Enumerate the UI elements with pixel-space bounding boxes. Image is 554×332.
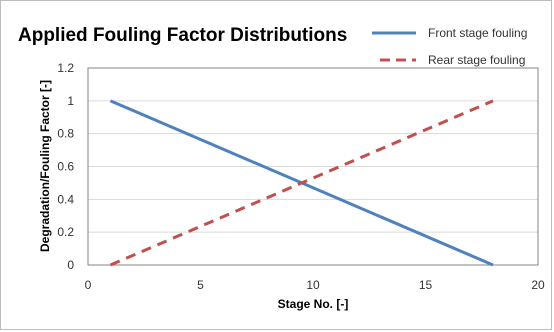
legend: Front stage fouling Rear stage fouling	[372, 26, 527, 67]
x-axis-label: Stage No. [-]	[278, 297, 349, 311]
y-axis-label: Degradation/Fouling Factor [-]	[38, 80, 52, 252]
y-axis-ticks: 0 0.2 0.4 0.6 0.8 1 1.2	[57, 61, 74, 272]
chart-title: Applied Fouling Factor Distributions	[18, 25, 347, 46]
y-tick-label: 0	[67, 258, 74, 272]
y-tick-label: 0.2	[57, 225, 74, 239]
plot-area-border	[87, 67, 539, 266]
legend-label-front: Front stage fouling	[428, 26, 527, 40]
series-line-rear-stage-fouling	[109, 99, 494, 267]
y-tick-label: 0.6	[57, 160, 74, 174]
gridlines	[88, 100, 538, 233]
x-tick-label: 15	[419, 278, 433, 292]
y-tick-label: 0.4	[57, 192, 74, 206]
y-tick-label: 1.2	[57, 61, 74, 75]
series-lines	[109, 99, 494, 267]
x-tick-label: 10	[306, 278, 320, 292]
x-tick-label: 0	[85, 278, 92, 292]
legend-label-rear: Rear stage fouling	[428, 53, 525, 67]
x-tick-label: 5	[197, 278, 204, 292]
y-tick-label: 0.8	[57, 127, 74, 141]
y-tick-label: 1	[67, 94, 74, 108]
x-axis-ticks: 0 5 10 15 20	[85, 278, 545, 292]
x-tick-label: 20	[531, 278, 545, 292]
